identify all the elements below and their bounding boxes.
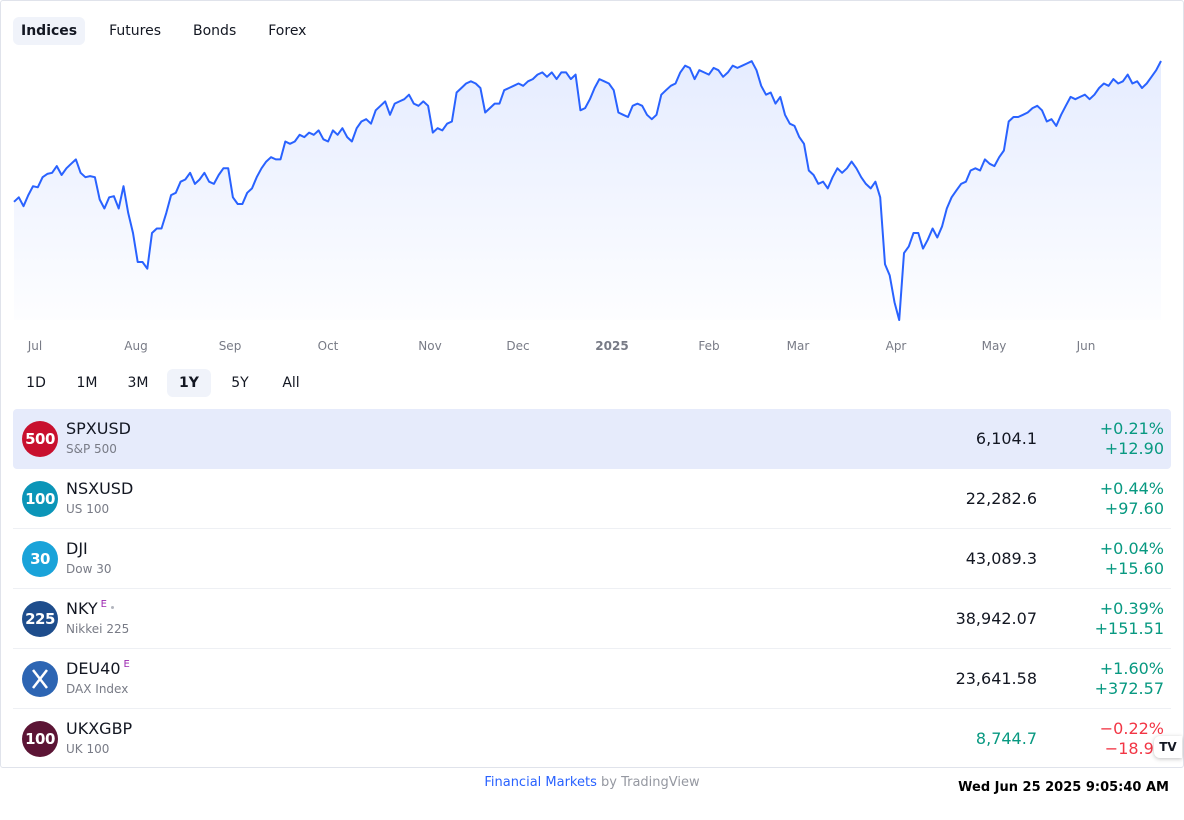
category-tabs: Indices Futures Bonds Forex [13, 17, 330, 47]
x-axis-label: May [982, 339, 1007, 353]
symbol-description: DAX Index [66, 682, 129, 696]
symbol-row-dji[interactable]: 30 DJI Dow 30 43,089.3 +0.04% +15.60 [13, 529, 1171, 589]
symbol-ticker: NSXUSD [66, 479, 134, 498]
logo-text: 500 [25, 430, 55, 448]
financial-markets-link[interactable]: Financial Markets [484, 775, 597, 790]
last-price: 43,089.3 [965, 549, 1037, 568]
range-5y[interactable]: 5Y [231, 375, 249, 391]
symbol-logo-icon: 225 [22, 601, 58, 637]
symbol-ticker: NKY [66, 599, 98, 618]
dax-x-icon [32, 669, 48, 689]
x-axis-label: Jul [27, 339, 42, 353]
change-absolute: +372.57 [1094, 679, 1164, 698]
symbol-ticker: UKXGBP [66, 719, 133, 738]
range-3m[interactable]: 3M [127, 375, 149, 391]
symbol-logo-icon: 30 [22, 541, 58, 577]
symbol-name: DEU40 E [66, 659, 130, 678]
symbol-logo-icon [22, 661, 58, 697]
logo-text: 100 [25, 730, 55, 748]
change-percent: +1.60% [1099, 659, 1164, 678]
x-axis-label: Oct [318, 339, 339, 353]
by-tradingview: by TradingView [601, 775, 700, 790]
change-absolute: +15.60 [1104, 559, 1164, 578]
x-axis-label: Jun [1076, 339, 1096, 353]
x-axis-label: Apr [886, 339, 907, 353]
symbol-logo-icon: 100 [22, 481, 58, 517]
market-status-badge: E [100, 599, 107, 610]
chart-area-fill [14, 61, 1161, 320]
last-price: 22,282.6 [965, 489, 1037, 508]
symbol-logo-icon: 100 [22, 721, 58, 757]
range-all[interactable]: All [282, 375, 300, 391]
range-1d[interactable]: 1D [26, 375, 46, 391]
change-percent: −0.22% [1099, 719, 1164, 738]
symbol-description: Dow 30 [66, 562, 112, 576]
chart-price-line [13, 60, 1162, 321]
symbol-row-spxusd[interactable]: 500 SPXUSD S&P 500 6,104.1 +0.21% +12.90 [13, 409, 1171, 469]
x-axis-label: Sep [219, 339, 242, 353]
change-absolute: +12.90 [1104, 439, 1164, 458]
tab-indices[interactable]: Indices [13, 17, 86, 45]
symbol-name: NSXUSD [66, 479, 133, 498]
change-absolute: −18.90 [1104, 739, 1164, 758]
footer: Financial Markets by TradingView [0, 775, 1184, 790]
tab-forex[interactable]: Forex [268, 23, 307, 39]
symbol-row-deu40[interactable]: DEU40 E DAX Index 23,641.58 +1.60% +372.57 [13, 649, 1171, 709]
last-price: 6,104.1 [975, 429, 1037, 448]
change-percent: +0.39% [1099, 599, 1164, 618]
symbol-list: 500 SPXUSD S&P 500 6,104.1 +0.21% +12.90 100 NS… [13, 409, 1171, 767]
market-status-badge: E [123, 659, 130, 670]
x-axis-label: Feb [698, 339, 719, 353]
symbol-description: UK 100 [66, 742, 110, 756]
last-price: 38,942.07 [955, 609, 1037, 628]
x-axis-label: Nov [418, 339, 441, 353]
last-price: 8,744.7 [975, 729, 1037, 748]
symbol-ticker: DEU40 [66, 659, 121, 678]
symbol-logo-icon: 500 [22, 421, 58, 457]
tab-bonds[interactable]: Bonds [193, 23, 237, 39]
logo-text: 225 [25, 610, 55, 628]
symbol-row-nsxusd[interactable]: 100 NSXUSD US 100 22,282.6 +0.44% +97.60 [13, 469, 1171, 529]
last-price: 23,641.58 [955, 669, 1037, 688]
logo-text: 100 [25, 490, 55, 508]
x-axis-label: Mar [787, 339, 810, 353]
range-selector: 1D 1M 3M 1Y 5Y All [14, 369, 320, 397]
symbol-name: NKY E [66, 599, 114, 618]
symbol-description: US 100 [66, 502, 110, 516]
symbol-name: SPXUSD [66, 419, 131, 438]
change-absolute: +151.51 [1094, 619, 1164, 638]
tab-futures[interactable]: Futures [109, 23, 162, 39]
change-percent: +0.04% [1099, 539, 1164, 558]
symbol-row-ukxgbp[interactable]: 100 UKXGBP UK 100 8,744.7 −0.22% −18.90 [13, 709, 1171, 767]
symbol-name: DJI [66, 539, 88, 558]
change-percent: +0.44% [1099, 479, 1164, 498]
symbol-name: UKXGBP [66, 719, 132, 738]
tradingview-logo-icon[interactable]: TV [1154, 736, 1182, 758]
price-chart[interactable]: Jul Aug Sep Oct Nov Dec 2025 Feb Mar Apr May Jun [13, 55, 1163, 355]
range-1m[interactable]: 1M [76, 375, 98, 391]
range-1y[interactable]: 1Y [167, 369, 211, 397]
x-axis-label: 2025 [595, 339, 628, 353]
symbol-row-nky[interactable]: 225 NKY E Nikkei 225 38,942.07 +0.39% +151.51 [13, 589, 1171, 649]
symbol-ticker: DJI [66, 539, 88, 558]
clock: Wed Jun 25 2025 9:05:40 AM [958, 780, 1169, 795]
market-overview-widget: Indices Futures Bonds Forex Jul Aug Sep Oct Nov… [0, 0, 1184, 768]
logo-text: 30 [30, 550, 50, 568]
symbol-ticker: SPXUSD [66, 419, 131, 438]
symbol-description: S&P 500 [66, 442, 117, 456]
x-axis-label: Aug [124, 339, 147, 353]
change-absolute: +97.60 [1104, 499, 1164, 518]
change-percent: +0.21% [1099, 419, 1164, 438]
market-closed-dot-icon [111, 606, 114, 609]
symbol-description: Nikkei 225 [66, 622, 130, 636]
x-axis-label: Dec [506, 339, 529, 353]
